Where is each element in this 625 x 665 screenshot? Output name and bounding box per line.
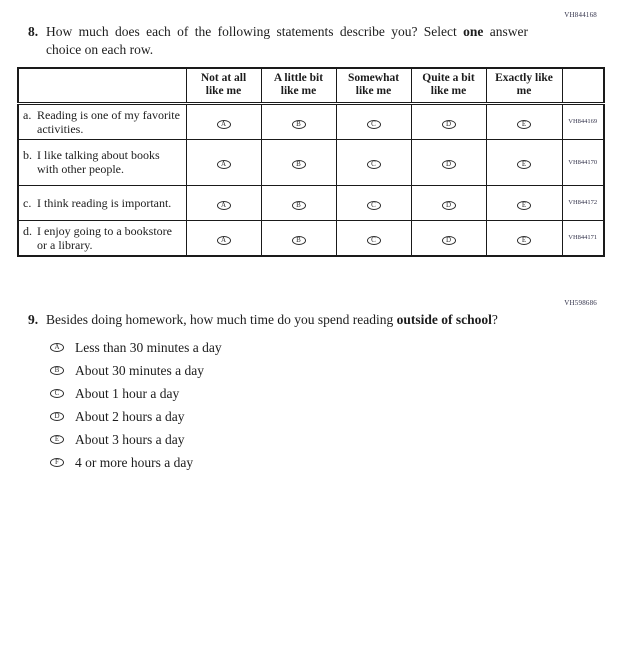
answer-bubble-q9-a[interactable]: A — [50, 343, 64, 352]
question8-number: 8. — [28, 24, 39, 39]
question8: 8. How much does each of the following s… — [28, 23, 528, 59]
answer-bubble-d5[interactable]: E — [517, 235, 531, 245]
question9-number: 9. — [28, 312, 39, 327]
table-row-b: b. I like talking about books with other … — [17, 138, 605, 186]
answer-bubble-q9-e[interactable]: E — [50, 435, 64, 444]
answer-bubble-c2[interactable]: B — [291, 200, 306, 210]
answer-bubble-a4[interactable]: D — [441, 119, 456, 129]
option-row-about-3-hours: E About 3 hours a day — [50, 428, 450, 451]
answer-bubble-q9-d[interactable]: D — [50, 412, 64, 421]
answer-bubble-b2[interactable]: B — [291, 160, 306, 170]
option-label: About 2 hours a day — [75, 408, 185, 424]
row-accession-code: VH844170 — [561, 138, 605, 186]
question9-text-post: ? — [491, 312, 498, 327]
answer-bubble-d3[interactable]: C — [366, 235, 381, 245]
option-row-about-1-hour: C About 1 hour a day — [50, 382, 450, 405]
answer-bubble-q9-f[interactable]: F — [50, 458, 64, 467]
question9-text: Besides doing homework, how much time do… — [46, 311, 588, 329]
answer-bubble-b5[interactable]: E — [517, 160, 531, 170]
matrix-header-row: Not at all like me A little bit like me … — [17, 67, 605, 105]
column-header-a-little-bit: A little bit like me — [260, 67, 337, 105]
option-label: About 3 hours a day — [75, 431, 185, 447]
likert-matrix-table: Not at all like me A little bit like me … — [17, 67, 605, 258]
answer-bubble-q9-b[interactable]: B — [50, 366, 64, 375]
row-label: b. — [23, 148, 32, 163]
option-label: Less than 30 minutes a day — [75, 339, 222, 355]
question9-text-pre: Besides doing homework, how much time do… — [46, 312, 397, 327]
column-header-not-at-all: Not at all like me — [185, 67, 262, 105]
statement-cell-b: b. I like talking about books with other … — [17, 138, 187, 186]
answer-bubble-c3[interactable]: C — [366, 200, 381, 210]
table-row-d: d. I enjoy going to a bookstore or a libr… — [17, 219, 605, 257]
question9-text-bold: outside of school — [396, 312, 492, 327]
question8-text-post: answer choice on each row. — [46, 24, 529, 58]
answer-bubble-c5[interactable]: E — [517, 200, 531, 210]
answer-bubble-b3[interactable]: C — [366, 160, 381, 170]
statement-cell-d: d. I enjoy going to a bookstore or a libr… — [17, 219, 187, 257]
option-label: 4 or more hours a day — [75, 454, 194, 470]
row-label: a. — [23, 107, 32, 122]
question8-text: How much does each of the following stat… — [46, 23, 528, 59]
option-row-about-30: B About 30 minutes a day — [50, 359, 450, 382]
option-row-4-or-more: F 4 or more hours a day — [50, 451, 450, 474]
question8-text-bold: one — [463, 24, 484, 39]
table-row-a: a. Reading is one of my favorite activiti… — [17, 102, 605, 140]
answer-bubble-b1[interactable]: A — [216, 160, 231, 170]
answer-bubble-a1[interactable]: A — [216, 119, 231, 129]
column-header-exactly-like: Exactly like me — [485, 67, 563, 105]
statement-text: I like talking about books with other pe… — [37, 148, 160, 177]
question8-accession-code: VH844168 — [564, 11, 597, 19]
answer-bubble-d4[interactable]: D — [441, 235, 456, 245]
statement-text: Reading is one of my favorite activities… — [37, 107, 180, 136]
column-header-somewhat: Somewhat like me — [335, 67, 412, 105]
row-accession-code: VH844172 — [561, 184, 605, 221]
row-accession-code: VH844171 — [561, 219, 605, 257]
answer-bubble-d2[interactable]: B — [291, 235, 306, 245]
answer-bubble-a5[interactable]: E — [517, 119, 531, 129]
statement-cell-a: a. Reading is one of my favorite activiti… — [17, 102, 187, 140]
row-label: c. — [23, 195, 32, 210]
option-row-less-than-30: A Less than 30 minutes a day — [50, 336, 450, 359]
answer-bubble-c4[interactable]: D — [441, 200, 456, 210]
matrix-corner-cell — [17, 67, 187, 105]
row-label: d. — [23, 223, 32, 238]
question9-accession-code: VH598686 — [564, 299, 597, 307]
answer-bubble-b4[interactable]: D — [441, 160, 456, 170]
column-header-quite-a-bit: Quite a bit like me — [410, 67, 487, 105]
statement-cell-c: c. I think reading is important. — [17, 184, 187, 221]
column-header-code — [561, 67, 605, 105]
answer-bubble-d1[interactable]: A — [216, 235, 231, 245]
row-accession-code: VH844169 — [561, 102, 605, 140]
question9: 9. Besides doing homework, how much time… — [28, 311, 588, 329]
question9-options-list: A Less than 30 minutes a day B About 30 … — [50, 336, 450, 474]
answer-bubble-q9-c[interactable]: C — [50, 389, 64, 398]
option-label: About 30 minutes a day — [75, 362, 204, 378]
statement-text: I enjoy going to a bookstore or a librar… — [37, 223, 172, 252]
question8-text-pre: How much does each of the following stat… — [46, 24, 464, 39]
answer-bubble-c1[interactable]: A — [216, 200, 231, 210]
table-row-c: c. I think reading is important. A B C D … — [17, 184, 605, 221]
answer-bubble-a2[interactable]: B — [291, 119, 306, 129]
option-row-about-2-hours: D About 2 hours a day — [50, 405, 450, 428]
answer-bubble-a3[interactable]: C — [366, 119, 381, 129]
option-label: About 1 hour a day — [75, 385, 180, 401]
statement-text: I think reading is important. — [37, 195, 172, 210]
